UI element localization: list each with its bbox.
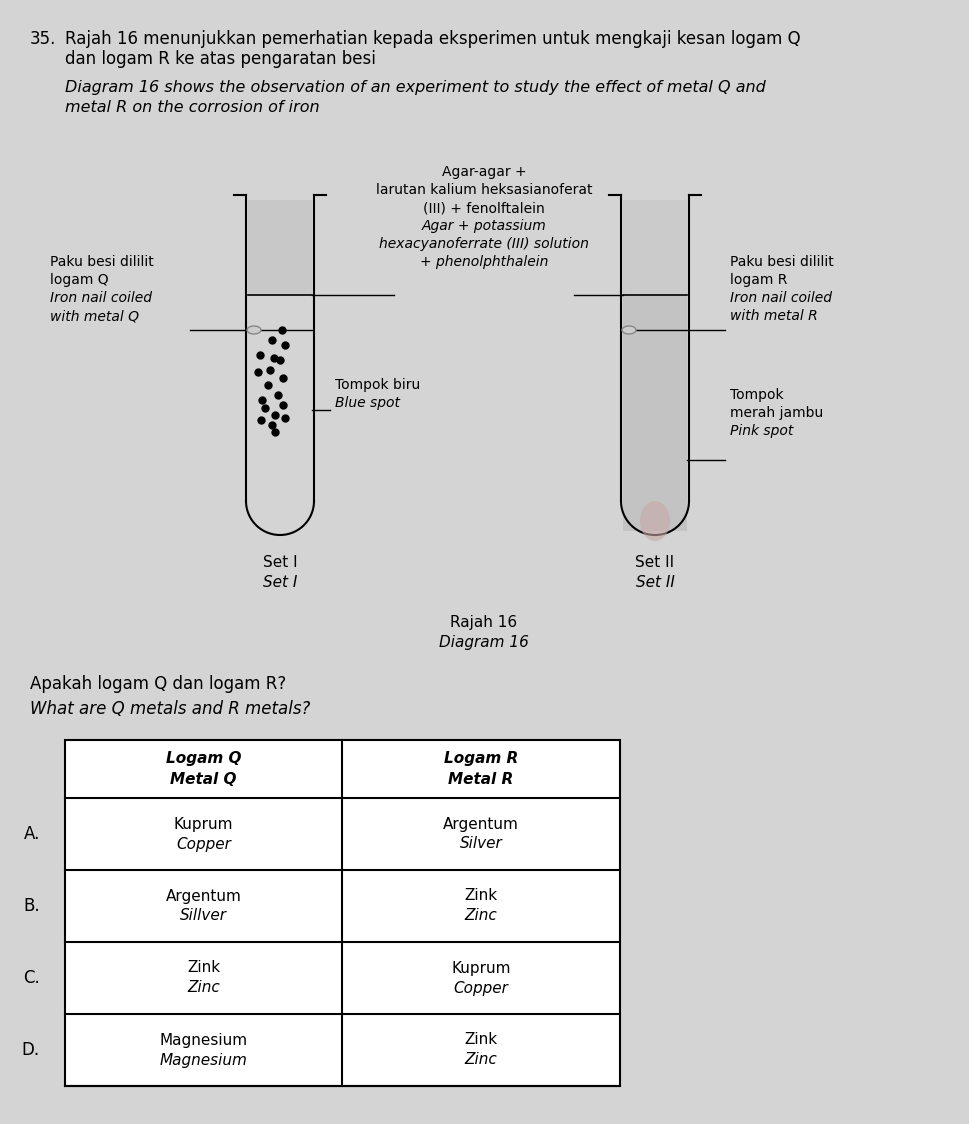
Text: Set II: Set II: [636, 575, 674, 590]
Text: Agar + potassium: Agar + potassium: [422, 219, 547, 233]
Text: Tompok biru: Tompok biru: [335, 378, 421, 392]
Text: Zinc: Zinc: [464, 1052, 497, 1068]
Text: Logam Q: Logam Q: [166, 752, 241, 767]
Text: Tompok: Tompok: [730, 388, 784, 402]
Text: logam R: logam R: [730, 273, 788, 287]
Text: Silver: Silver: [459, 836, 502, 852]
Text: Rajah 16: Rajah 16: [451, 615, 517, 629]
Text: + phenolphthalein: + phenolphthalein: [420, 255, 548, 269]
Text: 35.: 35.: [30, 30, 56, 48]
Text: with metal Q: with metal Q: [50, 309, 139, 323]
Text: Set II: Set II: [636, 555, 674, 570]
Ellipse shape: [640, 501, 670, 541]
Bar: [623, 294, 687, 531]
Text: with metal R: with metal R: [730, 309, 818, 323]
Text: Metal Q: Metal Q: [171, 771, 236, 787]
Text: Paku besi dililit: Paku besi dililit: [50, 255, 154, 269]
Text: Argentum: Argentum: [166, 888, 241, 904]
Text: Agar-agar +: Agar-agar +: [442, 165, 526, 179]
Text: larutan kalium heksasianoferat: larutan kalium heksasianoferat: [376, 183, 592, 197]
Text: Zinc: Zinc: [464, 908, 497, 924]
Text: Argentum: Argentum: [443, 816, 519, 832]
Text: Diagram 16: Diagram 16: [439, 635, 529, 650]
Text: What are Q metals and R metals?: What are Q metals and R metals?: [30, 700, 310, 718]
Text: Kuprum: Kuprum: [452, 961, 511, 976]
Bar: [65, 740, 620, 1086]
Text: Magnesium: Magnesium: [160, 1033, 247, 1048]
Text: metal R on the corrosion of iron: metal R on the corrosion of iron: [65, 100, 320, 115]
Text: C.: C.: [23, 969, 40, 987]
Ellipse shape: [622, 326, 636, 334]
Text: Iron nail coiled: Iron nail coiled: [50, 291, 152, 305]
Text: logam Q: logam Q: [50, 273, 109, 287]
Text: Pink spot: Pink spot: [730, 424, 794, 438]
Text: Logam R: Logam R: [444, 752, 518, 767]
Text: Paku besi dililit: Paku besi dililit: [730, 255, 833, 269]
Bar: [623, 200, 687, 294]
Text: Magnesium: Magnesium: [160, 1052, 247, 1068]
Text: Copper: Copper: [176, 836, 231, 852]
Text: A.: A.: [23, 825, 40, 843]
Text: Metal R: Metal R: [449, 771, 514, 787]
Text: dan logam R ke atas pengaratan besi: dan logam R ke atas pengaratan besi: [65, 49, 376, 67]
Text: B.: B.: [23, 897, 40, 915]
Text: Diagram 16 shows the observation of an experiment to study the effect of metal Q: Diagram 16 shows the observation of an e…: [65, 80, 766, 96]
Text: Zinc: Zinc: [187, 980, 220, 996]
Text: Apakah logam Q dan logam R?: Apakah logam Q dan logam R?: [30, 676, 286, 694]
Ellipse shape: [247, 326, 261, 334]
Text: Sillver: Sillver: [180, 908, 227, 924]
Text: merah jambu: merah jambu: [730, 406, 824, 420]
Text: Iron nail coiled: Iron nail coiled: [730, 291, 832, 305]
Text: Zink: Zink: [464, 1033, 497, 1048]
Text: Zink: Zink: [187, 961, 220, 976]
Bar: [248, 200, 312, 294]
Text: D.: D.: [22, 1041, 40, 1059]
Text: Rajah 16 menunjukkan pemerhatian kepada eksperimen untuk mengkaji kesan logam Q: Rajah 16 menunjukkan pemerhatian kepada …: [65, 30, 800, 48]
Text: (III) + fenolftalein: (III) + fenolftalein: [423, 201, 545, 215]
Text: Kuprum: Kuprum: [173, 816, 234, 832]
Text: Set I: Set I: [263, 555, 297, 570]
Text: Zink: Zink: [464, 888, 497, 904]
Text: Blue spot: Blue spot: [335, 396, 400, 410]
Text: Set I: Set I: [263, 575, 297, 590]
Text: hexacyanoferrate (III) solution: hexacyanoferrate (III) solution: [379, 237, 589, 251]
Text: Copper: Copper: [453, 980, 509, 996]
